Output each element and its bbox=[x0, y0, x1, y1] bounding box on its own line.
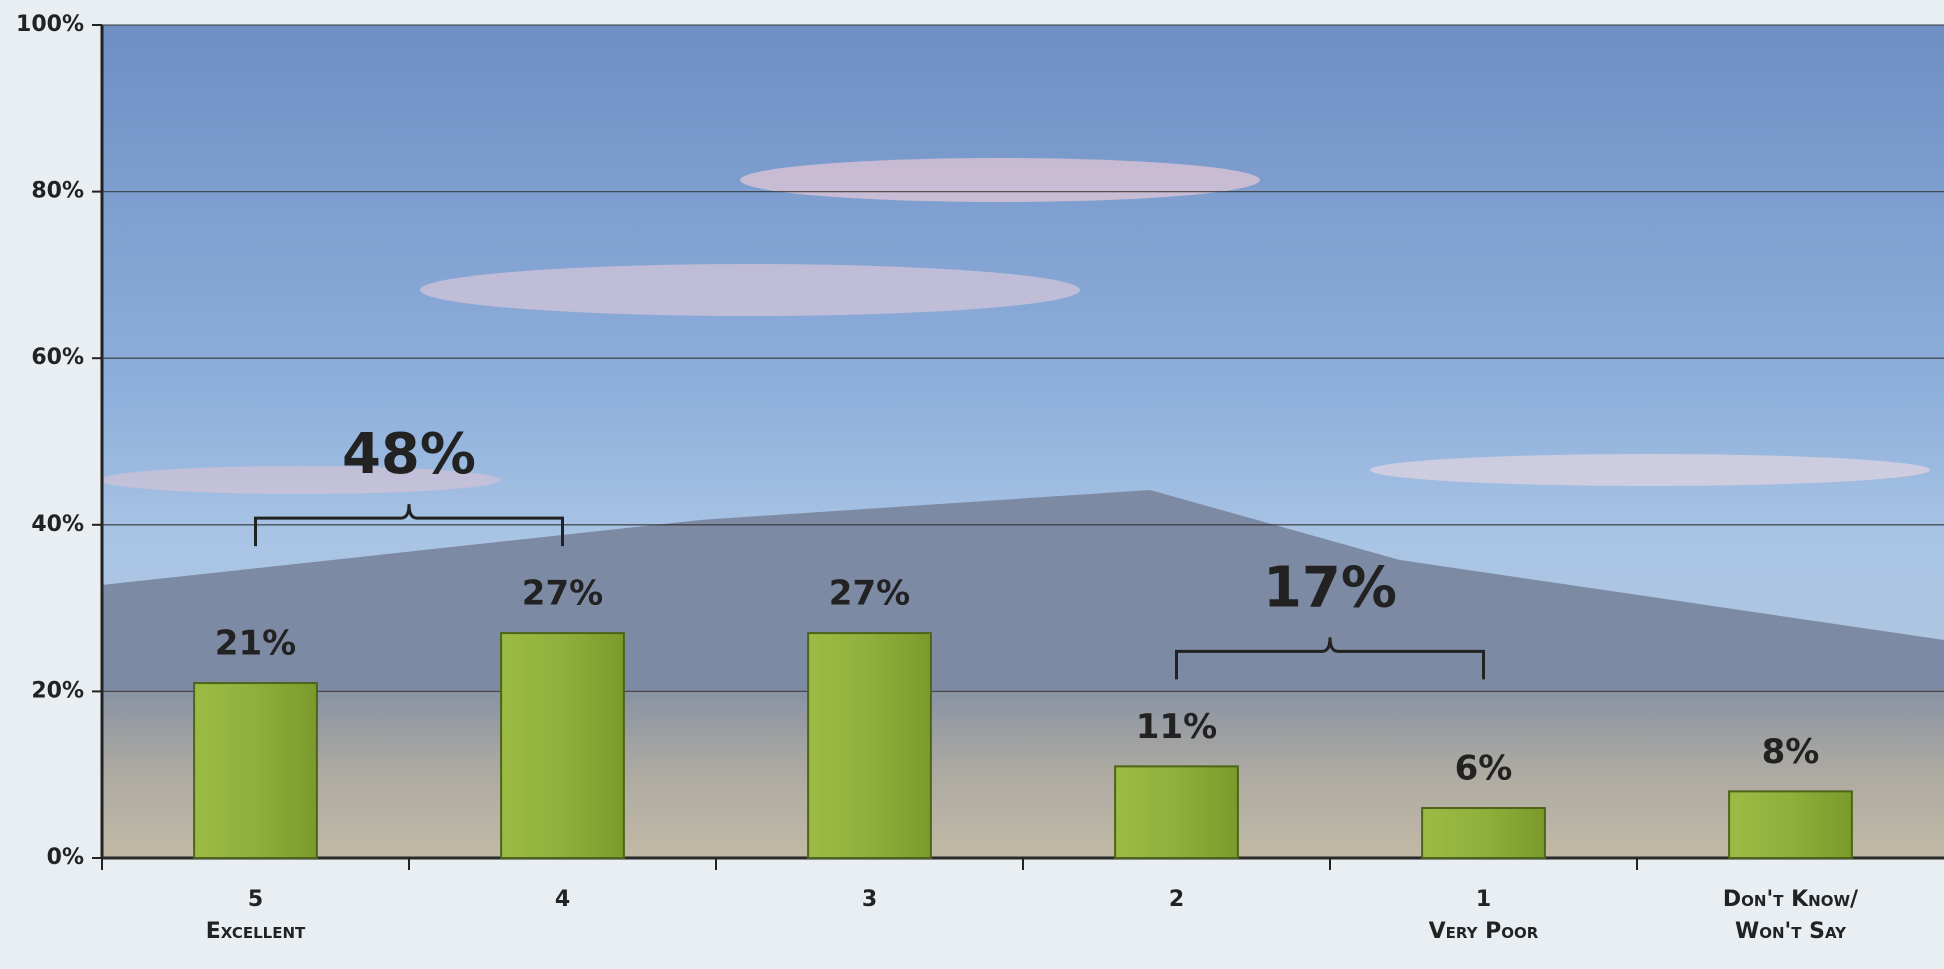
x-tick-label: 1 bbox=[1476, 887, 1491, 912]
x-tick-label: 5 bbox=[248, 887, 263, 912]
bar bbox=[501, 633, 624, 858]
annotation: 17% bbox=[1263, 556, 1397, 621]
y-tick-label: 100% bbox=[16, 12, 84, 37]
value-label: 27% bbox=[829, 574, 910, 614]
y-tick-label: 0% bbox=[47, 845, 84, 870]
x-tick-label: 4 bbox=[555, 887, 570, 912]
bar bbox=[194, 683, 317, 858]
y-tick-label: 20% bbox=[31, 678, 84, 703]
value-label: 8% bbox=[1762, 732, 1820, 772]
y-tick-label: 60% bbox=[31, 345, 84, 370]
value-label: 6% bbox=[1455, 749, 1513, 789]
x-tick-label: Won't Say bbox=[1735, 919, 1847, 944]
annotation: 48% bbox=[342, 422, 476, 487]
x-tick-label: Very Poor bbox=[1429, 919, 1539, 944]
x-tick-label: 2 bbox=[1169, 887, 1184, 912]
x-tick-label: Don't Know/ bbox=[1723, 887, 1859, 912]
bar bbox=[1729, 791, 1852, 858]
bar bbox=[808, 633, 931, 858]
value-label: 11% bbox=[1136, 707, 1217, 747]
bar bbox=[1422, 808, 1545, 858]
value-label: 27% bbox=[522, 574, 603, 614]
value-label: 21% bbox=[215, 624, 296, 664]
bar bbox=[1115, 766, 1238, 858]
chart: 0% 20% 40% 60% 80% 100% 5 Excellent 21% 4 27% 3 27% 2… bbox=[0, 0, 1944, 969]
x-tick-label: Excellent bbox=[206, 919, 306, 944]
y-tick-label: 40% bbox=[31, 512, 84, 537]
y-tick-label: 80% bbox=[31, 179, 84, 204]
x-tick-label: 3 bbox=[862, 887, 877, 912]
